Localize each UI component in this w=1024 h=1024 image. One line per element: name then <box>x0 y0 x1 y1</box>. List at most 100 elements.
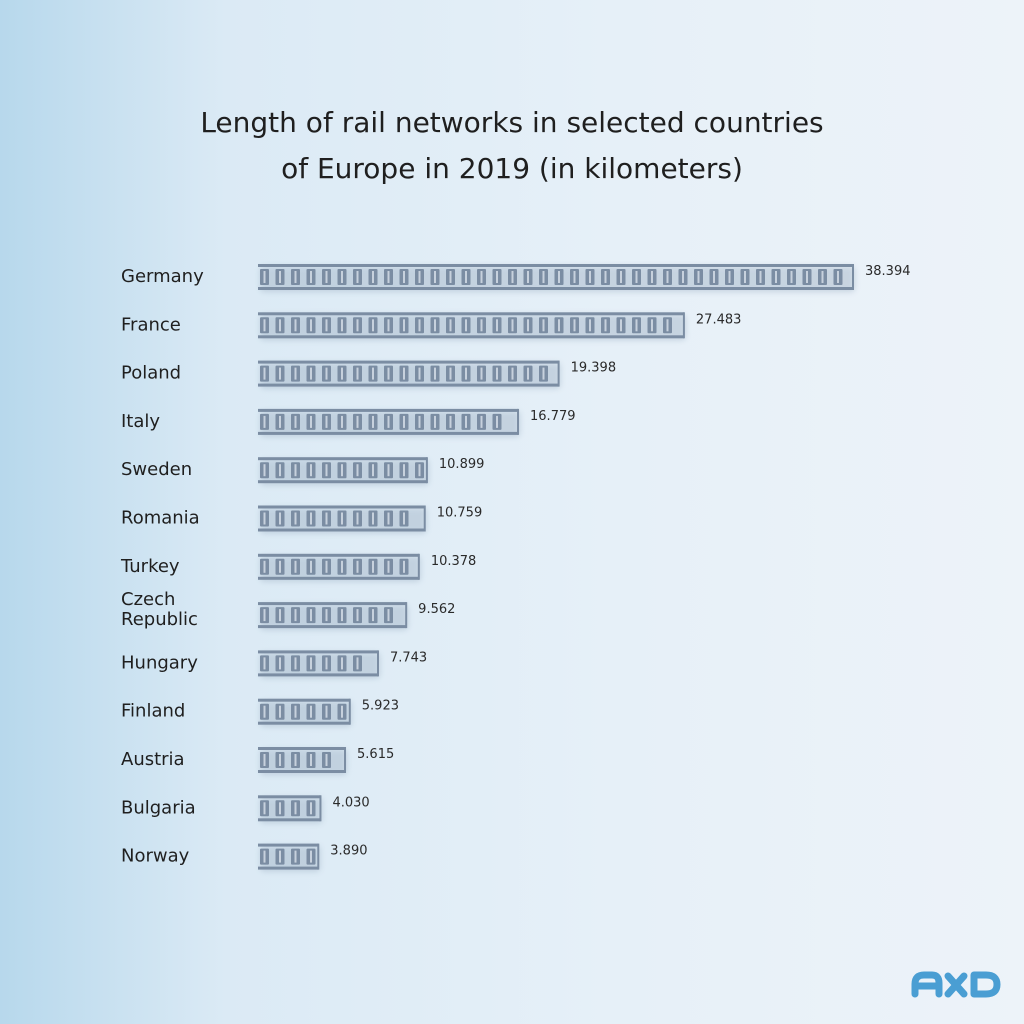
bar-sleeper-gap <box>387 609 390 622</box>
bar-sleeper-gap <box>310 512 312 525</box>
category-label: Hungary <box>121 652 198 673</box>
value-label: 10.759 <box>437 506 483 521</box>
bar-sleeper-gap <box>480 367 483 380</box>
bar-sleeper-gap <box>372 319 374 332</box>
bar-sleeper-gap <box>527 319 529 332</box>
bar-bulgaria <box>258 795 323 824</box>
bar-sleeper-gap <box>465 271 467 283</box>
bar-rail-bottom <box>258 721 350 725</box>
bar-end-cap <box>319 795 322 822</box>
bar-sleeper-gap <box>279 802 281 815</box>
bar-rail-top <box>258 264 853 267</box>
bar-sleeper-gap <box>294 464 297 477</box>
bar-end-cap <box>517 408 520 435</box>
bar-rail-bottom <box>258 818 321 822</box>
bar-sleeper-gap <box>325 657 328 670</box>
bar-sleeper-gap <box>449 367 452 380</box>
bar-sleeper-gap <box>356 367 359 380</box>
bar-end-cap <box>682 312 685 339</box>
bar-end-cap <box>425 457 428 484</box>
bar-sleeper-gap <box>604 319 607 332</box>
bar-rail-top <box>258 360 559 364</box>
value-label: 7.743 <box>390 650 427 665</box>
category-label: Norway <box>121 846 190 867</box>
bar-romania <box>258 505 427 534</box>
bar-sleeper-gap <box>620 271 622 283</box>
bar-sleeper-gap <box>279 464 281 477</box>
bar-poland <box>258 360 561 389</box>
bar-sleeper-gap <box>279 609 281 622</box>
bar-sleeper-gap <box>558 271 560 283</box>
bar-sleeper-gap <box>356 512 359 525</box>
bar-rail-bottom <box>258 335 684 339</box>
bar-sleeper-gap <box>434 271 436 283</box>
bar-rail-bottom <box>258 576 419 580</box>
bar-sleeper-gap <box>759 271 762 283</box>
category-label-line: France <box>121 314 181 335</box>
bar-sleeper-gap <box>589 271 591 283</box>
bar-sleeper-gap <box>418 367 421 380</box>
bar-rail-top <box>258 650 378 654</box>
value-label: 27.483 <box>696 312 742 327</box>
bar-sleeper-gap <box>387 464 390 477</box>
bar-sleeper-gap <box>294 754 297 766</box>
bar-sleeper-gap <box>294 367 297 380</box>
bar-sleeper-gap <box>573 319 576 332</box>
bar-sleeper-gap <box>325 367 328 380</box>
bar-finland <box>258 698 352 727</box>
category-label-line: Turkey <box>120 556 180 577</box>
bar-sleeper-gap <box>310 367 312 380</box>
bar-sleeper-gap <box>496 319 498 332</box>
bar-sleeper-gap <box>558 319 560 332</box>
bar-sleeper-gap <box>294 802 297 815</box>
bar-rail-bottom <box>258 287 853 290</box>
category-label-line: Hungary <box>121 652 198 673</box>
bar-sleeper-gap <box>387 271 390 283</box>
category-label-line: Poland <box>121 363 181 384</box>
bar-sleeper-gap <box>294 850 297 863</box>
bar-sleeper-gap <box>806 271 808 283</box>
bar-sleeper-gap <box>449 319 452 332</box>
bar-sleeper-gap <box>310 415 312 428</box>
bar-sleeper-gap <box>263 512 266 525</box>
bar-sleeper-gap <box>310 754 312 766</box>
bar-sleeper-gap <box>418 319 421 332</box>
bar-sleeper-gap <box>713 271 715 283</box>
bar-sleeper-gap <box>279 705 281 718</box>
bar-rail-top <box>258 505 425 509</box>
bar-sleeper-gap <box>372 464 374 477</box>
bar-sleeper-gap <box>480 415 483 428</box>
bar-sleeper-gap <box>341 512 343 525</box>
bar-sleeper-gap <box>341 464 343 477</box>
bar-sleeper-gap <box>310 271 312 283</box>
bar-sleeper-gap <box>728 271 731 283</box>
bar-sleeper-gap <box>279 512 281 525</box>
bar-sleeper-gap <box>279 657 281 670</box>
category-label: Sweden <box>121 459 192 480</box>
bar-end-cap <box>852 264 854 290</box>
bar-sleeper-gap <box>279 754 281 766</box>
bar-norway <box>258 843 321 872</box>
bar-sleeper-gap <box>356 560 359 573</box>
bar-shadow <box>260 652 380 679</box>
bar-end-cap <box>557 360 560 387</box>
bar-turkey <box>258 553 421 582</box>
category-label: Bulgaria <box>121 797 196 818</box>
bar-series: 38.394 Germany 27.483 France 19.398 Poland 16.… <box>120 264 911 872</box>
bar-sleeper-gap <box>310 319 312 332</box>
bar-sleeper-gap <box>372 560 374 573</box>
bar-sleeper-gap <box>403 512 405 525</box>
bar-sleeper-gap <box>310 609 312 622</box>
bar-sleeper-gap <box>325 271 328 283</box>
bar-sleeper-gap <box>821 271 824 283</box>
bar-germany <box>258 264 855 292</box>
bar-sleeper-gap <box>542 319 545 332</box>
bar-sleeper-gap <box>372 512 374 525</box>
bar-sleeper-gap <box>325 512 328 525</box>
bar-sleeper-gap <box>325 560 328 573</box>
bar-rail-top <box>258 408 519 412</box>
chart-title-line-2: of Europe in 2019 (in kilometers) <box>281 152 743 185</box>
bar-sleeper-gap <box>604 271 607 283</box>
bar-sleeper-gap <box>263 657 266 670</box>
bar-sleeper-gap <box>372 415 374 428</box>
